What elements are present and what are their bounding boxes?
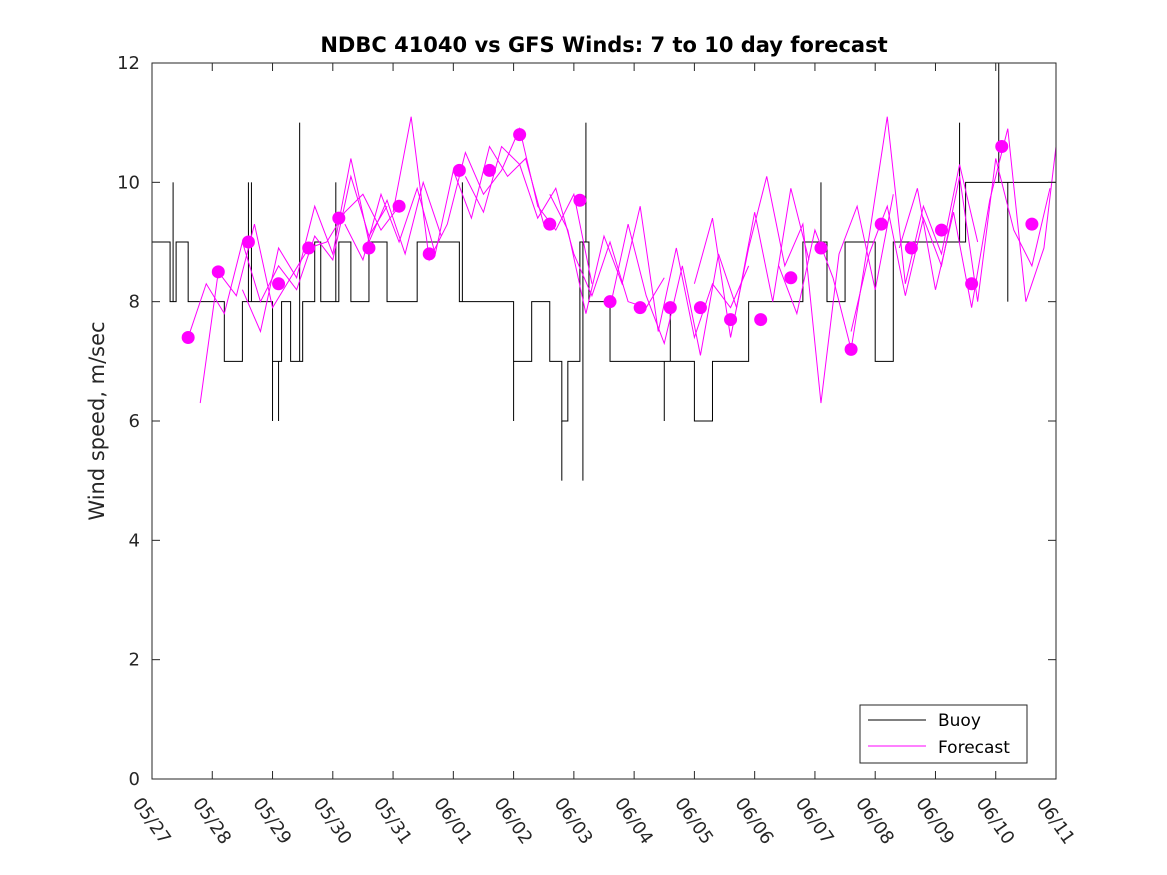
forecast-marker	[754, 313, 768, 327]
y-tick-label: 0	[129, 769, 140, 790]
y-tick-label: 12	[117, 53, 140, 74]
forecast-run-line	[850, 158, 1051, 332]
forecast-marker	[302, 241, 316, 255]
chart-title: NDBC 41040 vs GFS Winds: 7 to 10 day for…	[320, 33, 887, 57]
forecast-run-line	[778, 116, 979, 350]
forecast-run-line	[392, 116, 593, 284]
forecast-marker	[693, 301, 707, 315]
y-axis-label: Wind speed, m/sec	[85, 321, 109, 520]
forecast-marker	[452, 163, 466, 177]
forecast-run-line	[898, 128, 1057, 308]
forecast-marker	[934, 223, 948, 237]
forecast-run-line	[199, 193, 400, 404]
buoy-series-line	[152, 181, 1056, 422]
plot-area	[152, 63, 1056, 779]
forecast-run-line	[187, 174, 388, 338]
forecast-run-line	[609, 188, 810, 356]
forecast-marker	[272, 277, 286, 291]
forecast-marker	[874, 217, 888, 231]
data-layer	[152, 63, 1057, 481]
forecast-marker	[633, 301, 647, 315]
forecast-run-line	[241, 158, 442, 334]
y-tick-label: 6	[129, 411, 140, 432]
forecast-run-line	[344, 145, 545, 262]
forecast-marker	[543, 217, 557, 231]
forecast-marker	[724, 313, 738, 327]
y-tick-label: 4	[129, 530, 140, 551]
forecast-marker	[211, 265, 225, 279]
legend-box	[859, 704, 1028, 764]
forecast-marker	[362, 241, 376, 255]
forecast-marker	[814, 241, 828, 255]
forecast-run-line	[549, 194, 750, 340]
forecast-marker	[573, 193, 587, 207]
forecast-marker	[965, 277, 979, 291]
forecast-marker	[904, 241, 918, 255]
forecast-marker	[482, 163, 496, 177]
forecast-marker	[332, 211, 346, 225]
forecast-marker	[663, 301, 677, 315]
forecast-marker	[1025, 217, 1039, 231]
forecast-marker	[784, 271, 798, 285]
forecast-marker	[844, 342, 858, 356]
y-tick-label: 8	[129, 292, 140, 313]
forecast-marker	[241, 235, 255, 249]
legend-label-buoy: Buoy	[938, 711, 981, 731]
forecast-marker	[995, 140, 1009, 154]
forecast-marker	[603, 295, 617, 309]
y-tick-label: 10	[117, 172, 140, 193]
forecast-run-line	[464, 145, 665, 309]
y-tick-label: 2	[129, 650, 140, 671]
forecast-marker	[513, 128, 527, 142]
forecast-marker	[392, 199, 406, 213]
legend-label-forecast: Forecast	[938, 738, 1010, 758]
legend: Buoy Forecast	[859, 704, 1028, 764]
forecast-marker	[422, 247, 436, 261]
forecast-marker	[181, 330, 195, 344]
